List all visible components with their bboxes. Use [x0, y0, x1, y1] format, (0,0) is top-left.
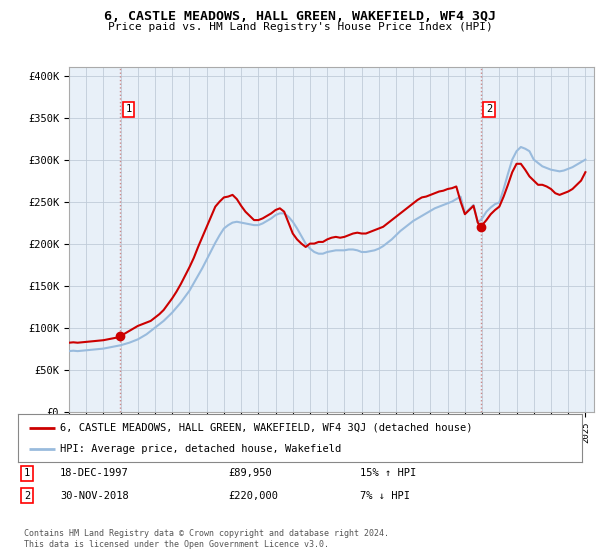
Text: £89,950: £89,950 — [228, 468, 272, 478]
Text: 6, CASTLE MEADOWS, HALL GREEN, WAKEFIELD, WF4 3QJ: 6, CASTLE MEADOWS, HALL GREEN, WAKEFIELD… — [104, 10, 496, 23]
Text: 1: 1 — [125, 104, 131, 114]
Text: Price paid vs. HM Land Registry's House Price Index (HPI): Price paid vs. HM Land Registry's House … — [107, 22, 493, 32]
Text: 15% ↑ HPI: 15% ↑ HPI — [360, 468, 416, 478]
Text: 1: 1 — [24, 468, 30, 478]
Text: 7% ↓ HPI: 7% ↓ HPI — [360, 491, 410, 501]
Text: 18-DEC-1997: 18-DEC-1997 — [60, 468, 129, 478]
Text: 2: 2 — [486, 104, 492, 114]
Text: Contains HM Land Registry data © Crown copyright and database right 2024.
This d: Contains HM Land Registry data © Crown c… — [24, 529, 389, 549]
Text: HPI: Average price, detached house, Wakefield: HPI: Average price, detached house, Wake… — [60, 444, 341, 454]
Text: 2: 2 — [24, 491, 30, 501]
Text: 6, CASTLE MEADOWS, HALL GREEN, WAKEFIELD, WF4 3QJ (detached house): 6, CASTLE MEADOWS, HALL GREEN, WAKEFIELD… — [60, 423, 473, 433]
Text: 30-NOV-2018: 30-NOV-2018 — [60, 491, 129, 501]
Text: £220,000: £220,000 — [228, 491, 278, 501]
